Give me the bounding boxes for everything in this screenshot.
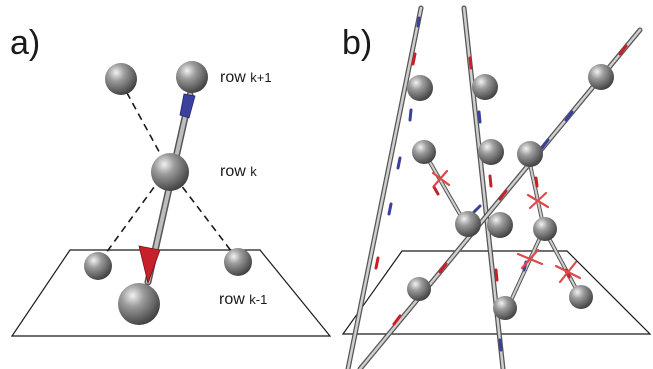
cross-1: [431, 169, 451, 188]
panel-a-blue-arrowhead: [179, 93, 196, 119]
panel-a-sphere-bottom-front: [118, 283, 160, 325]
panel-b-sphere: [487, 212, 513, 238]
cross-2: [526, 191, 550, 210]
panel-b-sphere: [569, 285, 593, 309]
panel-a-sphere-middle: [151, 153, 189, 191]
cross-4: [554, 260, 582, 284]
row-k-plus-1-label: row k+1: [220, 69, 272, 86]
panel-b-broken-bond-crosses: [431, 169, 582, 284]
panel-a-sphere-bottom-left: [84, 252, 112, 280]
panel-b-sphere: [407, 75, 433, 101]
row-k-minus-1-label: row k-1: [219, 291, 267, 308]
panel-a: a) row k+1 row k row k-1: [10, 24, 332, 337]
panel-b: b): [341, 5, 652, 369]
row-k-label: row k: [220, 163, 257, 180]
panel-b-rods: [345, 5, 643, 369]
cross-3: [516, 248, 544, 270]
panel-a-dashed-bonds: [97, 81, 239, 265]
panel-b-sphere: [407, 277, 431, 301]
panel-b-sphere: [493, 296, 517, 320]
panel-a-letter: a): [10, 24, 40, 62]
panel-a-floor-plane: [10, 249, 332, 337]
panel-a-sphere-top-left: [105, 63, 137, 95]
panel-b-sphere: [478, 139, 504, 165]
panel-a-sphere-bottom-right: [224, 248, 252, 276]
panel-b-sphere: [455, 211, 481, 237]
panel-b-sphere: [472, 74, 498, 100]
panel-b-sphere: [412, 140, 436, 164]
panel-a-sphere-top-right: [176, 61, 208, 93]
panel-b-letter: b): [342, 24, 372, 62]
panel-b-sphere: [588, 64, 614, 90]
panel-b-sphere: [517, 141, 543, 167]
panel-b-sphere: [533, 217, 557, 241]
panel-a-red-arrowhead: [138, 245, 161, 285]
